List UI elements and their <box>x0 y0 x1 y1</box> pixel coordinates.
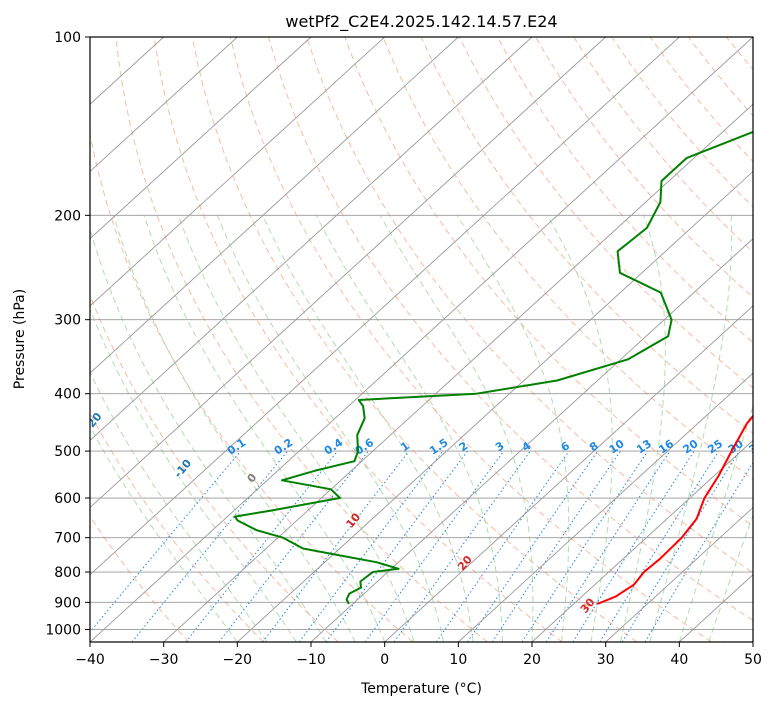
isotherm-line <box>237 170 753 642</box>
y-tick-label: 400 <box>54 387 81 403</box>
y-tick-label: 600 <box>54 491 81 507</box>
moist-adiabat-line <box>619 215 666 642</box>
y-axis-label: Pressure (hPa) <box>12 289 28 389</box>
mixing-ratio-line <box>521 450 649 642</box>
moist-adiabat-line <box>90 227 327 642</box>
dry-adiabat-line <box>115 37 488 642</box>
dry-adiabat-line <box>306 37 753 574</box>
x-tick-label: −30 <box>149 652 179 668</box>
mixing-ratio-line <box>572 450 695 642</box>
dry-adiabat-line <box>90 515 190 642</box>
moist-adiabat-line <box>379 215 534 642</box>
mixing-ratio-line <box>298 450 444 642</box>
moist-adiabat-line <box>113 215 356 642</box>
isotherm-line <box>384 305 753 642</box>
isotherm-line <box>90 37 753 642</box>
isotherm-line <box>90 37 459 374</box>
dry-adiabat-line <box>90 412 264 642</box>
y-tick-label: 300 <box>54 313 81 329</box>
isotherm-line <box>90 37 238 173</box>
x-tick-label: 10 <box>449 652 467 668</box>
x-axis-label: Temperature (°C) <box>360 681 482 697</box>
isotherm-line <box>90 37 312 240</box>
y-tick-label: 200 <box>54 208 81 224</box>
x-tick-label: 30 <box>597 652 615 668</box>
mixing-ratio-line <box>621 450 740 642</box>
x-tick-label: −20 <box>223 652 253 668</box>
x-tick-label: −40 <box>75 652 105 668</box>
mixing-ratio-line <box>364 450 505 642</box>
mixing-ratio-line <box>435 450 570 642</box>
dry-adiabat-label: 40 <box>712 638 732 658</box>
isotherm-line <box>605 506 753 642</box>
moist-adiabat-line <box>216 215 445 642</box>
dry-adiabat-line <box>496 37 753 344</box>
y-axis: 100 200 300 400 500 600 700 800 900 1000 <box>45 30 90 638</box>
isotherm-line <box>90 37 680 576</box>
y-tick-label: 800 <box>54 565 81 581</box>
y-tick-label: 1000 <box>45 622 81 638</box>
temperature-profile-line <box>596 414 753 605</box>
profile-series <box>233 130 753 605</box>
mixing-ratio-line <box>131 450 288 642</box>
moist-adiabat-line <box>90 425 238 642</box>
dry-adiabat-line <box>268 37 753 622</box>
isotherm-line <box>90 37 533 441</box>
x-tick-label: 20 <box>523 652 541 668</box>
moist-adiabat-line <box>315 215 503 642</box>
mixing-ratio-line <box>545 450 671 642</box>
moist-adiabat-line <box>90 370 268 642</box>
moist-adiabat-line <box>143 215 386 642</box>
plot-frame <box>89 36 754 643</box>
mixing-ratio-line <box>467 450 599 642</box>
dry-adiabat-line <box>535 37 753 298</box>
isotherm-line <box>90 37 385 307</box>
x-tick-label: −10 <box>296 652 326 668</box>
isotherm-line <box>90 37 606 509</box>
isotherm-line <box>458 372 753 642</box>
isobars <box>90 37 753 630</box>
y-tick-label: 500 <box>54 444 81 460</box>
y-tick-label: 700 <box>54 531 81 547</box>
x-tick-label: 0 <box>380 652 389 668</box>
isotherm-line <box>531 439 753 642</box>
dry-adiabat-line <box>90 131 414 642</box>
x-tick-label: 40 <box>670 652 688 668</box>
isotherms <box>90 37 753 642</box>
y-tick-label: 100 <box>54 30 81 46</box>
mixing-ratio-line <box>185 450 338 642</box>
mixing-ratio-line <box>262 450 410 642</box>
dry-adiabat-line <box>191 37 638 642</box>
x-axis: −40 −30 −20 −10 0 10 20 30 40 50 <box>75 642 762 668</box>
chart-title: wetPf2_C2E4.2025.142.14.57.E24 <box>285 12 557 32</box>
dewpoint-profile-line <box>233 130 753 605</box>
moist-adiabat-line <box>262 215 474 642</box>
plot-area: -100-90-80-70-60-50-40-30-20-10010203040… <box>90 37 767 658</box>
mixing-ratio-line <box>90 450 242 633</box>
mixing-ratio-line <box>491 450 621 642</box>
moist-adiabat-line <box>90 307 297 642</box>
moist-adiabat-line <box>456 215 570 642</box>
isotherm-line <box>163 103 753 642</box>
x-tick-label: 50 <box>744 652 762 668</box>
mixing-ratio-label: 36 <box>747 437 767 457</box>
isotherm-line <box>310 238 753 642</box>
dry-adiabat-line <box>153 37 563 642</box>
dry-adiabat-line <box>382 37 753 481</box>
y-tick-label: 900 <box>54 595 81 611</box>
